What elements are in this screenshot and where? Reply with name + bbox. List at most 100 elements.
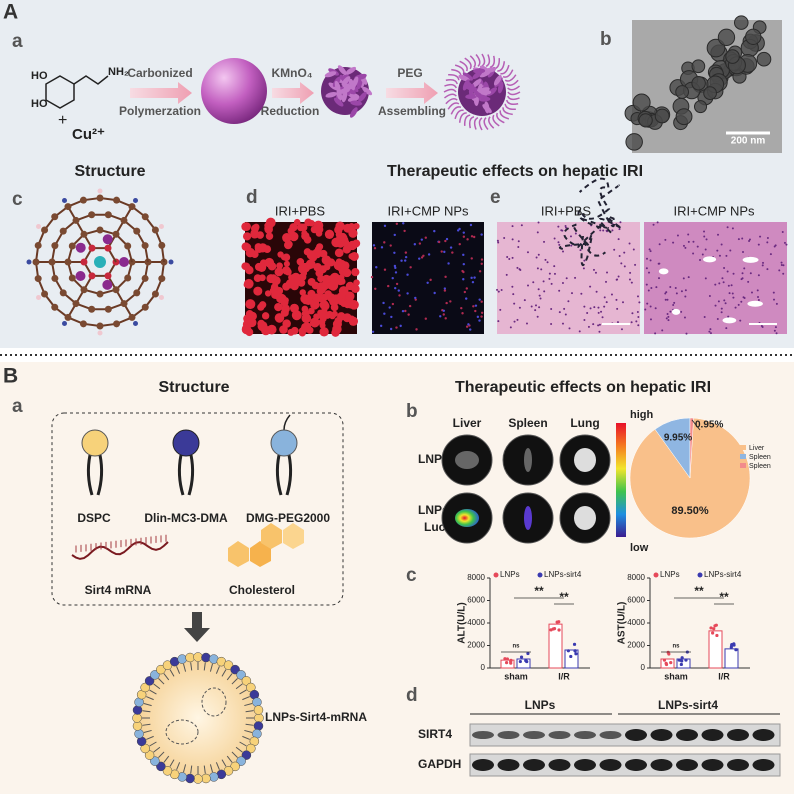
- data-point: [712, 627, 716, 631]
- nucleus: [583, 259, 586, 262]
- data-point: [557, 628, 561, 632]
- cell: [444, 239, 447, 243]
- cell: [383, 268, 387, 271]
- nucleus: [748, 240, 751, 243]
- tail: [149, 741, 157, 747]
- nucleus: [619, 221, 622, 224]
- nucleus: [645, 283, 648, 286]
- cell: [470, 257, 473, 260]
- nucleus: [648, 271, 651, 274]
- nucleus: [757, 274, 760, 277]
- head: [193, 774, 203, 784]
- cell: [390, 315, 393, 319]
- arrow: [386, 82, 438, 104]
- cell: [433, 229, 436, 233]
- peg-strand: [502, 107, 513, 116]
- molecule-model: [26, 188, 174, 336]
- nucleus: [534, 304, 537, 307]
- nucleus: [599, 229, 602, 232]
- atom: [34, 275, 42, 283]
- value-label: 0.95%: [695, 420, 723, 431]
- peg-strand: [475, 53, 481, 67]
- cell: [265, 217, 276, 228]
- cell: [290, 326, 299, 335]
- western-blot: [469, 723, 781, 777]
- x-tick-label: I/R: [558, 671, 570, 681]
- flake: [462, 72, 473, 81]
- subpanel-label: b: [600, 29, 612, 50]
- cell: [374, 287, 377, 290]
- nucleus: [513, 320, 516, 323]
- nucleus: [669, 310, 672, 313]
- tail: [239, 689, 247, 695]
- nucleus: [649, 259, 652, 262]
- nucleus: [728, 292, 731, 295]
- nucleus: [564, 226, 567, 229]
- component-label: Cholesterol: [229, 583, 295, 597]
- atom: [64, 313, 72, 321]
- cell: [474, 309, 477, 313]
- cell: [480, 300, 483, 303]
- cell: [398, 294, 401, 297]
- atom: [51, 303, 59, 311]
- nucleus: [672, 303, 675, 306]
- atom: [75, 242, 86, 253]
- tail: [146, 696, 154, 701]
- cell: [391, 302, 395, 306]
- data-point: [680, 656, 684, 660]
- vessel: [722, 317, 737, 324]
- cell: [264, 290, 272, 297]
- atom: [120, 216, 128, 224]
- step-label: Assembling: [378, 104, 446, 118]
- nucleus: [497, 290, 500, 293]
- tail: [242, 696, 250, 701]
- ethyl-chain: [73, 75, 109, 85]
- cell: [261, 325, 271, 336]
- cell: [334, 248, 344, 258]
- nucleus: [747, 280, 750, 283]
- nucleus: [553, 265, 556, 268]
- atom: [79, 320, 87, 328]
- flake: [468, 83, 475, 96]
- peg-strand: [469, 55, 476, 68]
- cell: [478, 270, 482, 273]
- organ: [455, 509, 479, 527]
- cell: [290, 303, 298, 312]
- subpanel-label: c: [12, 189, 23, 210]
- nucleus: [628, 278, 631, 281]
- atom: [51, 213, 59, 221]
- group-label: IRI+PBS: [541, 203, 592, 218]
- legend-marker: [537, 572, 543, 578]
- significance-label: **: [559, 590, 569, 604]
- cell: [389, 327, 393, 331]
- cell: [462, 231, 465, 234]
- cell: [409, 266, 412, 269]
- data-point: [566, 649, 570, 653]
- atom: [96, 290, 104, 298]
- nucleus: [602, 229, 605, 232]
- nucleus: [658, 262, 661, 265]
- peg-strand: [492, 114, 500, 127]
- x-tick-label: I/R: [718, 671, 730, 681]
- nucleus: [553, 237, 556, 240]
- nucleus: [526, 251, 529, 254]
- cell: [242, 222, 251, 231]
- nucleus: [568, 327, 571, 330]
- peg-strand: [478, 117, 483, 131]
- nanoparticle: [691, 59, 706, 74]
- flake: [341, 76, 351, 86]
- peg-chain: [283, 414, 291, 431]
- cell: [353, 222, 360, 230]
- nucleus: [511, 256, 514, 259]
- cell: [406, 292, 409, 295]
- nucleus: [667, 319, 670, 322]
- cell: [309, 317, 320, 328]
- atom: [158, 241, 166, 249]
- cell: [462, 262, 466, 266]
- head: [254, 713, 264, 723]
- cell: [391, 276, 394, 280]
- section-title: Therapeutic effects on hepatic IRI: [387, 163, 643, 180]
- nucleus: [748, 238, 751, 241]
- head: [134, 729, 144, 739]
- cell: [321, 255, 332, 265]
